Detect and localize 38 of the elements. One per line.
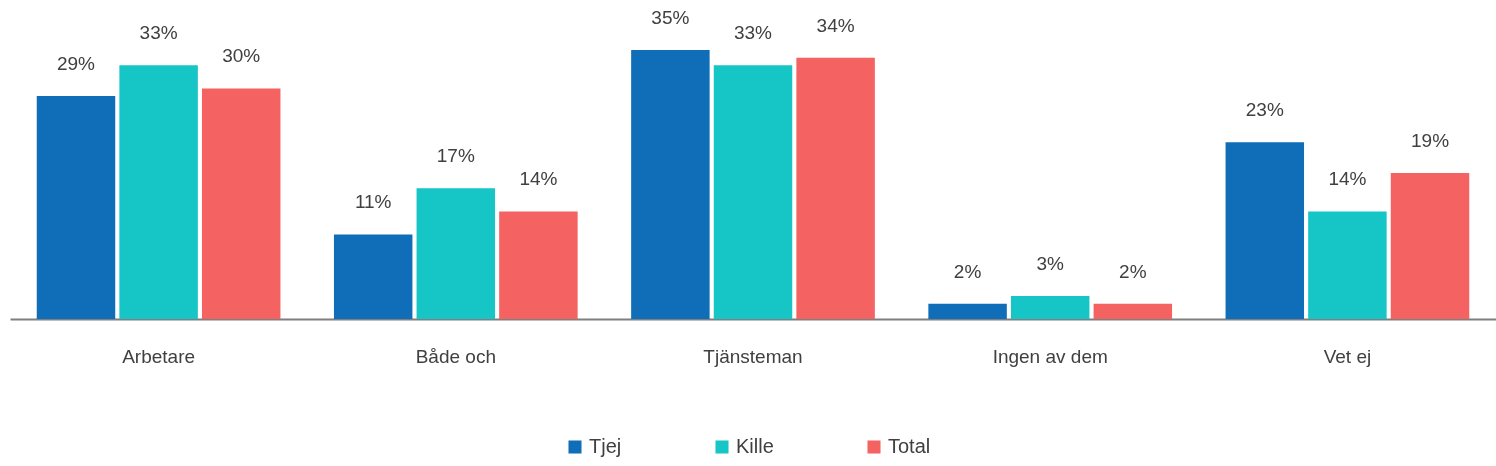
x-tick-label: Både och [415,345,496,367]
x-tick-label: Arbetare [122,345,196,367]
bar [1010,295,1090,319]
data-label: 11% [354,191,392,213]
data-label: 35% [651,7,690,28]
bar [1390,172,1470,319]
bar [1225,142,1305,319]
bar [416,188,496,319]
data-label: 2% [1119,260,1147,282]
bar [713,65,793,319]
bar [36,96,116,319]
bar [201,88,281,319]
data-label: 3% [1036,252,1065,274]
data-label: 14% [519,168,558,190]
data-label: 17% [436,145,475,167]
data-label: 33% [733,22,773,44]
bar [1093,303,1173,319]
data-label: 30% [222,45,261,67]
legend-label: Kille [736,435,774,457]
data-label: 33% [139,22,178,44]
bar [928,303,1007,319]
bar [631,50,710,319]
bar [119,65,198,319]
data-label: 2% [953,260,982,282]
data-label: 34% [816,14,855,36]
bar [796,57,875,319]
bar [333,234,413,319]
x-tick-label: Ingen av dem [992,345,1108,367]
legend-label: Total [888,435,931,457]
legend-label: Tjej [589,435,622,457]
data-label: 29% [56,53,96,75]
data-label: 23% [1245,99,1284,121]
data-label: 14% [1328,168,1367,190]
data-label: 19% [1411,129,1450,151]
x-tick-label: Tjänsteman [703,345,803,367]
bar [499,211,578,319]
bar [1308,211,1387,319]
x-tick-label: Vet ej [1323,345,1372,367]
